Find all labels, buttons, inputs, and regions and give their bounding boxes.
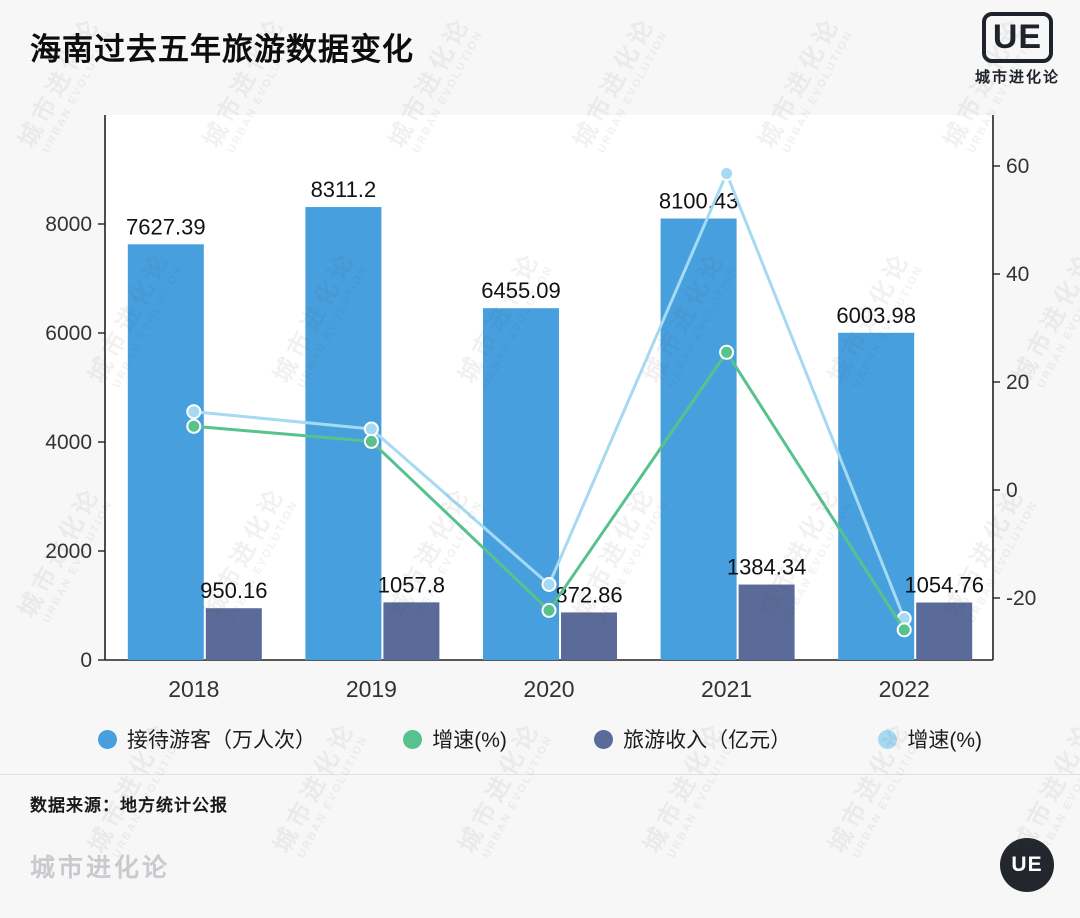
legend-label: 旅游收入（亿元） (623, 729, 792, 752)
bar-visitors-2022 (838, 332, 915, 660)
bar-visitors-2018 (127, 244, 204, 660)
bar-value-label: 6455.09 (481, 278, 561, 303)
category-label: 2022 (879, 676, 930, 702)
source-section: 数据来源：地方统计公报 (0, 774, 1080, 816)
line-point (541, 577, 557, 592)
right-axis-tick-label: 20 (1006, 371, 1029, 394)
legend-dot-icon (98, 729, 117, 749)
bar-value-label: 950.16 (200, 578, 267, 603)
legend-item-1: 增速(%) (403, 724, 507, 754)
legend-label: 增速(%) (432, 729, 507, 752)
line-point (186, 404, 202, 420)
category-label: 2021 (701, 676, 752, 702)
page-title: 海南过去五年旅游数据变化 (30, 32, 414, 67)
category-label: 2019 (346, 676, 397, 702)
legend-item-0: 接待游客（万人次） (98, 724, 316, 754)
right-axis-tick-label: 40 (1006, 263, 1029, 286)
left-axis-tick-label: 6000 (45, 322, 92, 345)
line-point (363, 433, 379, 449)
bar-revenue-2019 (383, 602, 440, 660)
bar-revenue-2018 (205, 608, 262, 660)
legend-dot-icon (403, 729, 423, 749)
line-point (719, 344, 735, 360)
data-source-text: 数据来源：地方统计公报 (30, 796, 228, 815)
category-label: 2018 (168, 676, 219, 702)
category-label: 2020 (523, 676, 574, 702)
ue-logo-icon: UE (981, 12, 1054, 63)
bar-value-label: 7627.39 (126, 214, 206, 239)
footer-ue-logo-icon: UE (1000, 838, 1054, 892)
left-axis-tick-label: 0 (80, 649, 92, 672)
right-axis-tick-label: 0 (1006, 479, 1018, 502)
bar-revenue-2021 (738, 584, 795, 660)
line-point (363, 421, 379, 437)
line-point (186, 418, 202, 434)
legend-item-3: 增速(%) (878, 724, 982, 754)
line-point (896, 622, 912, 638)
bar-value-label: 6003.98 (836, 303, 916, 328)
left-axis-tick-label: 8000 (45, 213, 92, 236)
legend-label: 接待游客（万人次） (127, 729, 316, 752)
chart-legend: 接待游客（万人次） 增速(%) 旅游收入（亿元） 增速(%) (0, 718, 1080, 760)
bar-revenue-2022 (916, 602, 973, 660)
line-point (541, 602, 557, 618)
bar-value-label: 1384.34 (727, 555, 807, 580)
left-axis-tick-label: 4000 (45, 431, 92, 454)
bar-visitors-2021 (660, 218, 737, 661)
bar-value-label: 8311.2 (311, 177, 377, 202)
line-point (719, 166, 735, 182)
bar-value-label: 8100.43 (659, 189, 739, 214)
right-axis-tick-label: 60 (1006, 155, 1029, 178)
legend-dot-icon (594, 729, 614, 749)
legend-dot-icon (878, 729, 898, 749)
legend-label: 增速(%) (907, 729, 982, 752)
bar-value-label: 1054.76 (904, 573, 984, 598)
bar-revenue-2020 (561, 612, 617, 660)
footer-brand-text: 城市进化论 (30, 854, 171, 882)
bar-visitors-2020 (483, 308, 559, 660)
brand-logo: UE 城市进化论 (975, 12, 1060, 87)
chart: 0 2000 4000 6000 8000 -20 0 20 40 60 7627.39 8311.2… (45, 115, 1036, 702)
right-axis-tick-label: -20 (1006, 587, 1036, 610)
left-axis-tick-label: 2000 (45, 540, 92, 563)
bar-value-label: 1057.8 (378, 572, 445, 597)
brand-logo-label: 城市进化论 (974, 68, 1060, 86)
legend-item-2: 旅游收入（亿元） (594, 724, 791, 754)
